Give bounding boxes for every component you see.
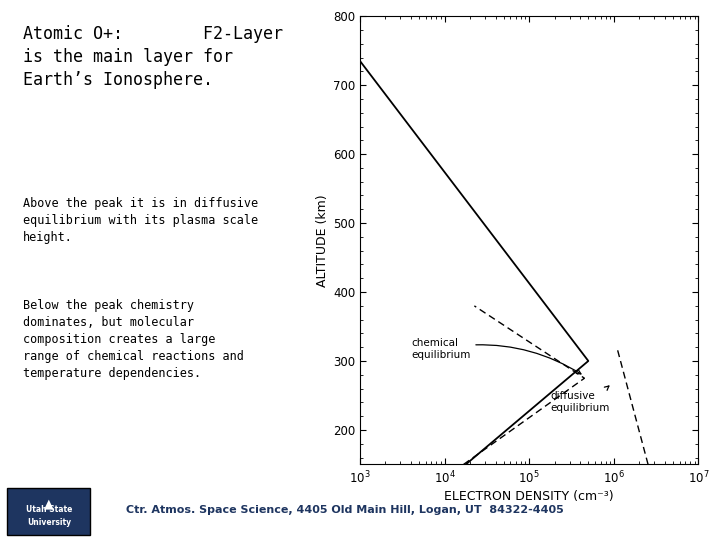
Text: Above the peak it is in diffusive
equilibrium with its plasma scale
height.: Above the peak it is in diffusive equili… [23,197,258,244]
Y-axis label: ALTITUDE (km): ALTITUDE (km) [316,194,329,287]
Text: Ctr. Atmos. Space Science, 4405 Old Main Hill, Logan, UT  84322-4405: Ctr. Atmos. Space Science, 4405 Old Main… [126,505,564,515]
Text: Atomic O+:        F2-Layer
is the main layer for
Earth’s Ionosphere.: Atomic O+: F2-Layer is the main layer fo… [23,25,283,89]
Text: ▲: ▲ [44,497,54,510]
Text: University: University [27,518,71,526]
Text: diffusive
equilibrium: diffusive equilibrium [551,386,610,413]
Text: Utah State: Utah State [26,504,72,514]
Text: Below the peak chemistry
dominates, but molecular
composition creates a large
ra: Below the peak chemistry dominates, but … [23,299,244,380]
X-axis label: ELECTRON DENSITY (cm⁻³): ELECTRON DENSITY (cm⁻³) [444,490,614,503]
Text: chemical
equilibrium: chemical equilibrium [411,338,581,374]
FancyBboxPatch shape [7,488,90,535]
